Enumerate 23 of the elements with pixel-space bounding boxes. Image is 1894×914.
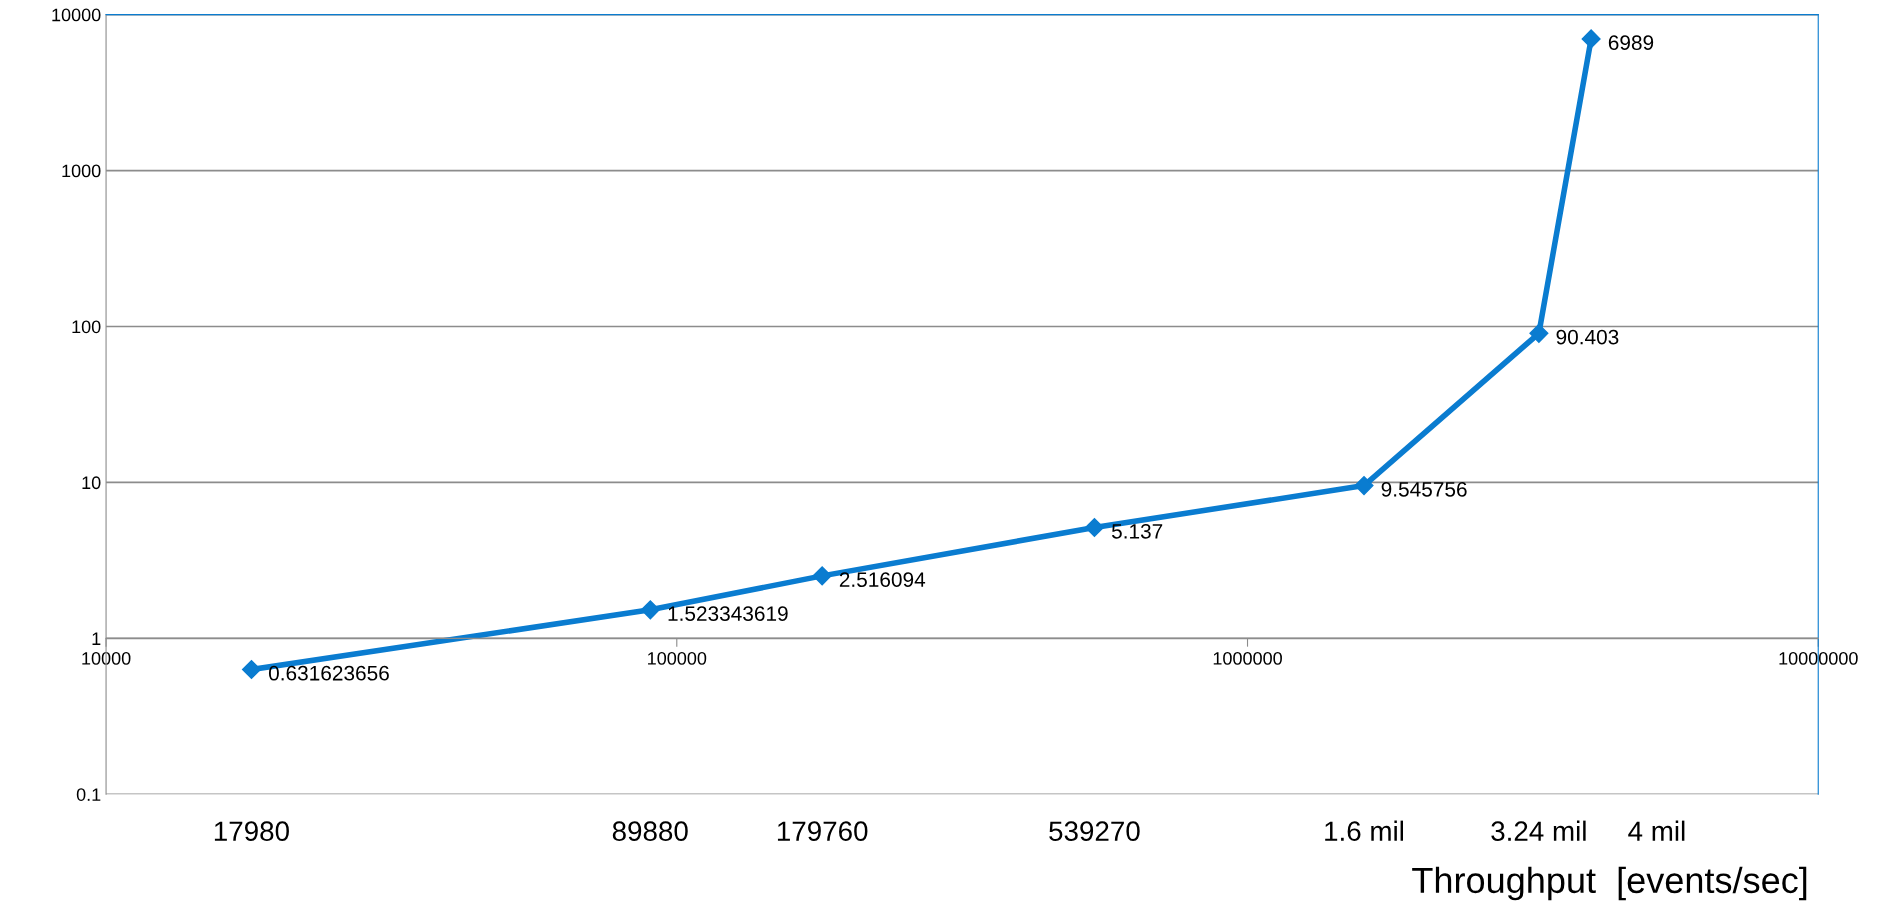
data-label: 1.523343619 <box>668 606 788 621</box>
text: 3.24 mil <box>1491 820 1586 842</box>
y-tick-label: 1000 <box>62 164 101 178</box>
text: Throughput [events/sec] <box>1412 866 1807 901</box>
text: 179760 <box>777 821 868 842</box>
text: 4 mil <box>1628 820 1685 841</box>
data-label: 90.403 <box>1556 329 1619 345</box>
data-label: 2.516094 <box>839 572 926 587</box>
x-tick-label: 100000 <box>648 652 707 665</box>
y-tick-label: 0.1 <box>76 788 101 801</box>
data-label: 9.545756 <box>1381 481 1467 497</box>
x-tick-label: 1000000 <box>1213 652 1282 665</box>
y-tick-label: 10 <box>82 476 101 490</box>
y-tick-label: 10000 <box>52 8 101 22</box>
data-label: 6989 <box>1608 35 1654 51</box>
text: 1.6 mil <box>1325 820 1404 842</box>
text: 89880 <box>612 821 688 842</box>
text: 17980 <box>214 821 289 842</box>
y-tick-label: 100 <box>72 320 101 334</box>
y-tick-label: 1 <box>92 632 101 645</box>
data-label: 0.631623656 <box>268 665 389 681</box>
text: 539270 <box>1049 821 1140 842</box>
data-label: 5.137 <box>1111 523 1163 539</box>
